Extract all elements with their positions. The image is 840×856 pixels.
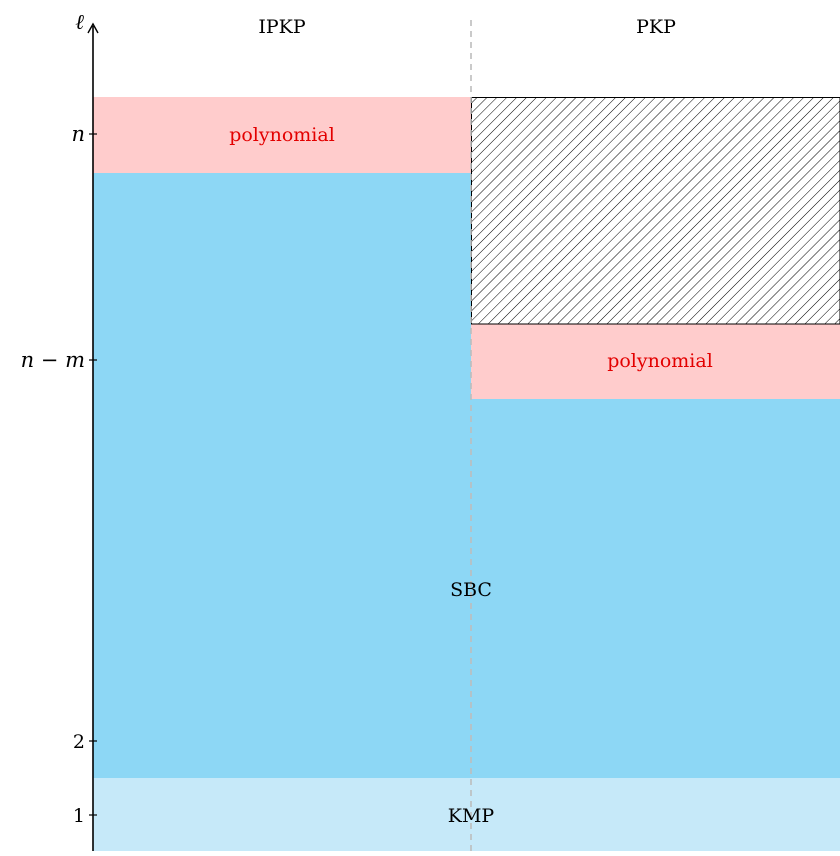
sbc-region-right xyxy=(471,399,840,778)
tick-label-1: 1 xyxy=(73,805,85,827)
sbc-label: SBC xyxy=(450,579,492,601)
y-axis-label: ℓ xyxy=(75,10,84,34)
left-polynomial-label: polynomial xyxy=(229,124,335,146)
sbc-region-left xyxy=(93,173,471,778)
tick-label-n-minus-m: n − m xyxy=(21,348,85,372)
column-header-pkp: PKP xyxy=(636,16,676,38)
tick-label-2: 2 xyxy=(73,731,85,753)
right-polynomial-label: polynomial xyxy=(607,350,713,372)
kmp-label: KMP xyxy=(448,805,495,827)
hatched-region xyxy=(471,97,840,324)
column-header-ipkp: IPKP xyxy=(258,16,305,38)
tick-label-n: n xyxy=(71,122,85,146)
